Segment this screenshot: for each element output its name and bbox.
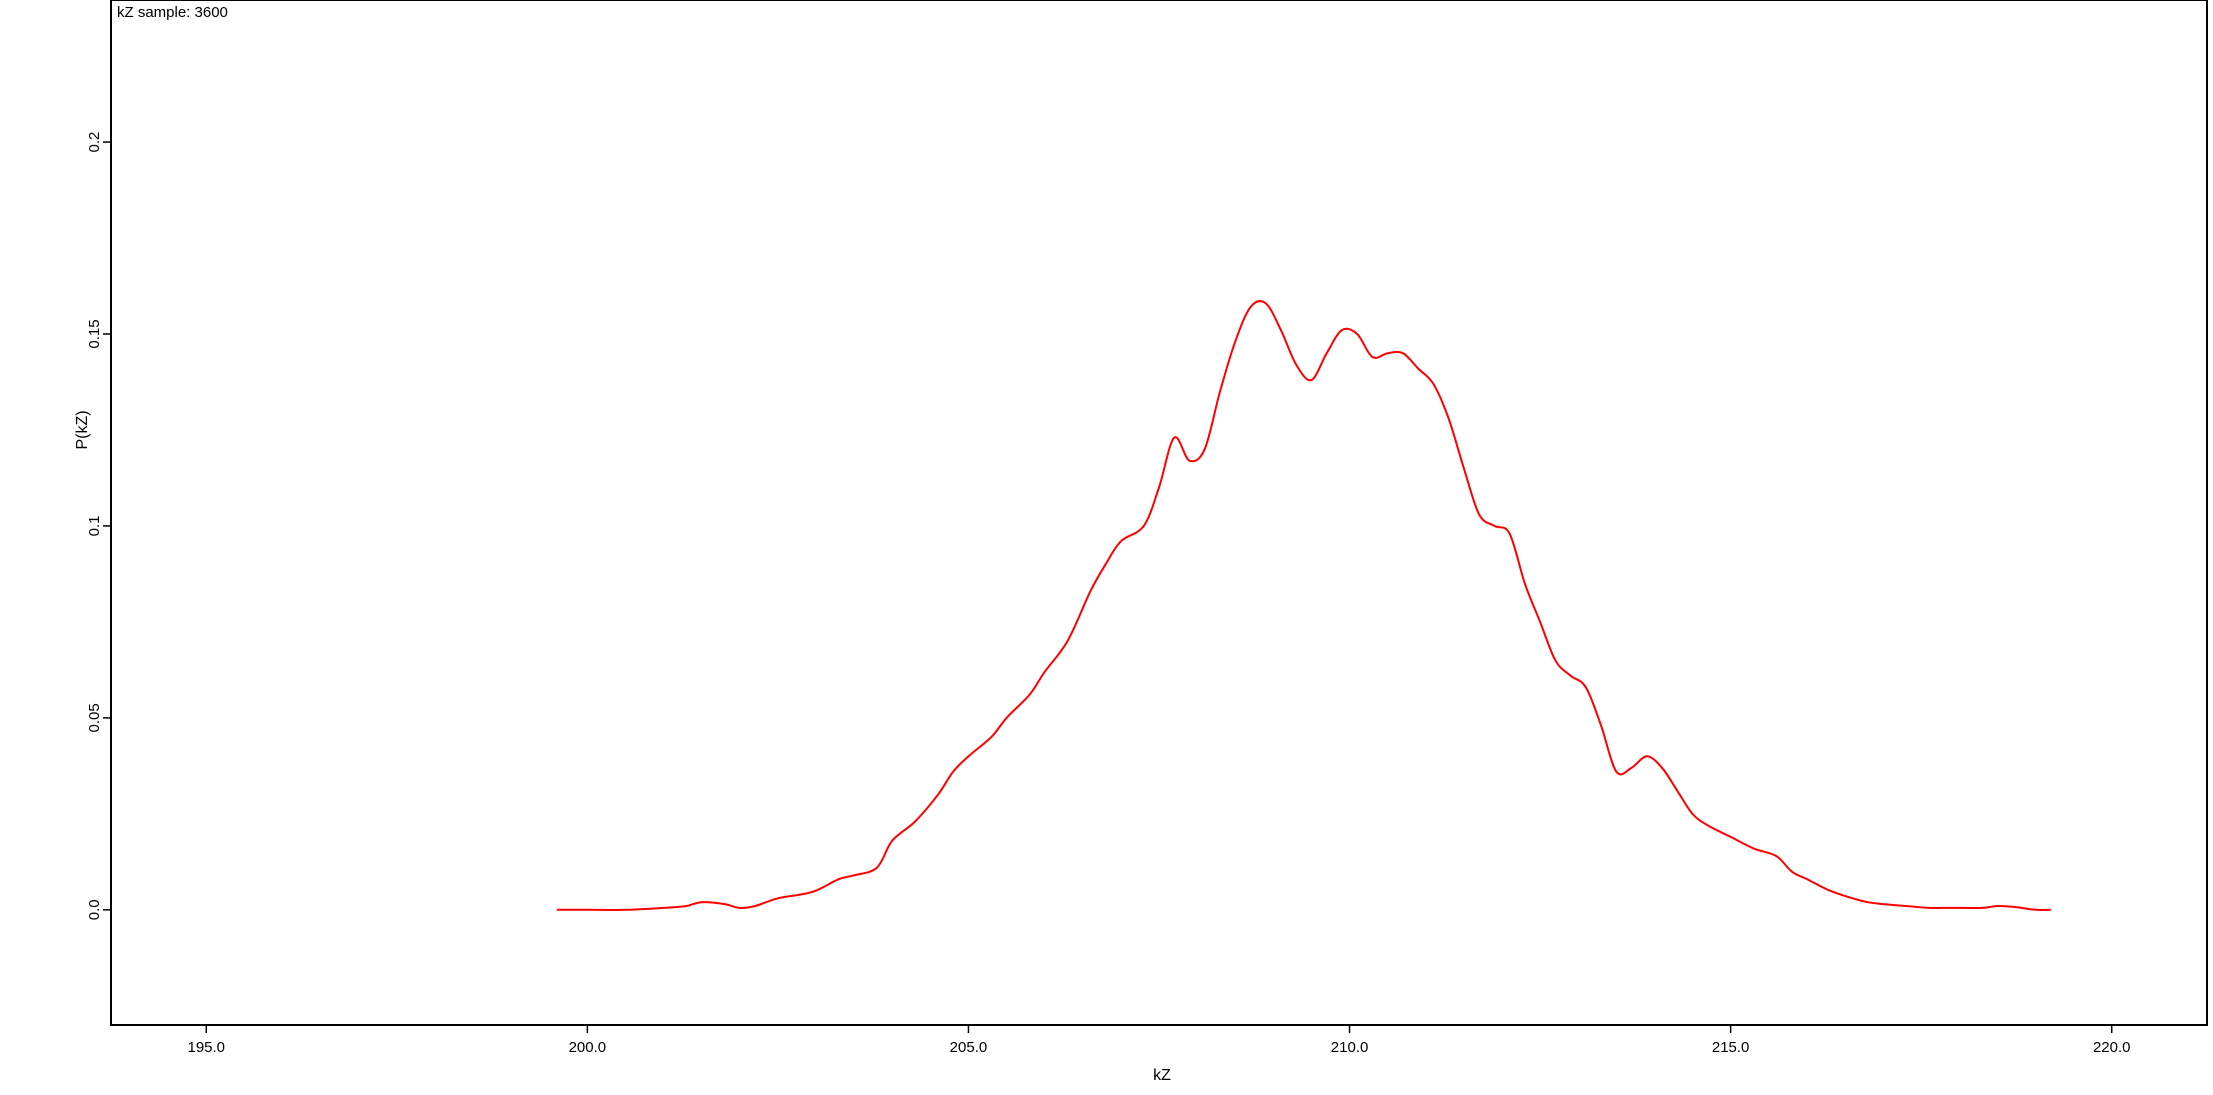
y-tick-label: 0.05 [86,703,103,732]
x-axis: 195.0 200.0 205.0 210.0 215.0 220.0 [187,1025,2131,1056]
y-tick-label: 0.15 [86,319,103,348]
y-tick-label: 0.2 [86,132,103,153]
y-axis: 0.0 0.05 0.1 0.15 0.2 [86,132,111,920]
x-tick-label: 215.0 [1712,1039,1750,1056]
y-axis-title: P(kZ) [74,410,91,449]
x-axis-title: kZ [1153,1067,1171,1084]
series-line [556,300,2051,912]
x-tick-label: 195.0 [187,1039,225,1056]
x-tick-label: 200.0 [569,1039,607,1056]
x-tick-label: 205.0 [950,1039,988,1056]
y-tick-label: 0.1 [86,516,103,537]
sample-annotation: kZ sample: 3600 [117,4,228,21]
x-tick-label: 220.0 [2093,1039,2131,1056]
plot-frame [110,0,2208,1026]
y-tick-label: 0.0 [86,899,103,920]
x-tick-label: 210.0 [1331,1039,1369,1056]
